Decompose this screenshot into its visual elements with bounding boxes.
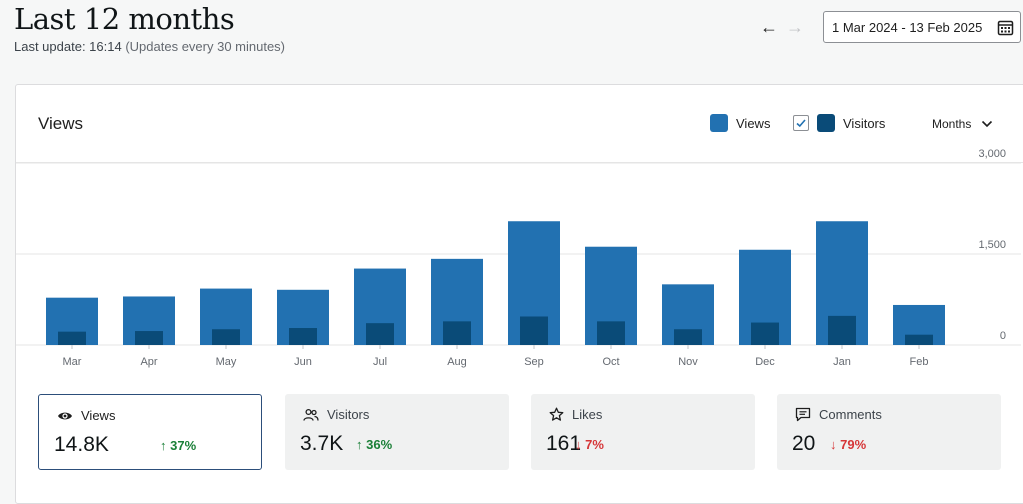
x-tick-label: Mar — [63, 356, 82, 368]
stat-label: Visitors — [327, 407, 370, 422]
visitors-bar-oct[interactable] — [597, 321, 625, 345]
x-tick-label: Oct — [602, 356, 619, 368]
legend-visitors-label: Visitors — [843, 115, 886, 131]
calendar-icon — [997, 20, 1014, 36]
update-interval-note: (Updates every 30 minutes) — [125, 39, 286, 54]
x-tick-label: Nov — [678, 356, 698, 368]
visitors-bar-dec[interactable] — [751, 322, 779, 345]
people-icon — [303, 408, 327, 422]
legend-views: Views — [710, 114, 770, 132]
stat-value: 20 — [792, 432, 816, 455]
x-tick-label: Sep — [524, 356, 544, 368]
next-period-arrow-icon[interactable]: → — [786, 17, 804, 37]
stat-value: 3.7K — [300, 432, 344, 455]
last-update-time: Last update: 16:14 — [14, 39, 122, 54]
stat-change: ↑ 37% — [160, 438, 197, 453]
visitors-bar-mar[interactable] — [58, 331, 86, 345]
visitors-bar-jan[interactable] — [828, 315, 856, 345]
previous-period-arrow-icon[interactable]: ← — [760, 17, 778, 37]
checkmark-icon — [796, 119, 806, 128]
visitors-checkbox[interactable] — [793, 115, 809, 131]
visitors-bar-aug[interactable] — [443, 321, 471, 345]
last-update: Last update: 16:14 (Updates every 30 min… — [14, 39, 285, 54]
legend-views-label: Views — [736, 115, 771, 131]
x-tick-label: Apr — [140, 356, 157, 368]
stat-label: Views — [81, 408, 116, 423]
date-range-picker[interactable]: 1 Mar 2024 - 13 Feb 2025 — [823, 11, 1021, 43]
stat-tile-visitors[interactable]: Visitors 3.7K ↑ 36% — [285, 394, 509, 470]
visitors-bar-apr[interactable] — [135, 331, 163, 345]
x-tick-label: Jan — [833, 356, 851, 368]
y-tick-label: 1,500 — [978, 239, 1006, 251]
y-tick-label: 0 — [1000, 330, 1006, 342]
views-bar-chart: 3,000 1,500 0 Mar Apr May Jun Jul Aug Sep Oct Nov De… — [16, 148, 1021, 368]
visitors-bar-jul[interactable] — [366, 323, 394, 345]
visitors-bar-may[interactable] — [212, 329, 240, 345]
x-tick-label: Dec — [755, 356, 775, 368]
period-select[interactable]: Months — [932, 117, 993, 131]
chart-card-title: Views — [38, 114, 84, 133]
x-tick-label: Jul — [373, 356, 387, 368]
stat-change: ↓ 7% — [575, 437, 604, 452]
date-range-label: 1 Mar 2024 - 13 Feb 2025 — [832, 19, 983, 35]
x-tick-label: Aug — [447, 356, 467, 368]
chevron-down-icon — [982, 120, 993, 128]
stat-value: 14.8K — [54, 433, 109, 456]
stat-change: ↓ 79% — [830, 437, 867, 452]
eye-icon — [57, 410, 81, 422]
visitors-bar-nov[interactable] — [674, 329, 702, 345]
stat-header: Likes — [549, 407, 602, 422]
star-icon — [549, 407, 572, 422]
stat-tile-views[interactable]: Views 14.8K ↑ 37% — [38, 394, 262, 470]
stat-header: Comments — [795, 407, 882, 422]
comment-icon — [795, 407, 819, 422]
x-tick-label: Feb — [910, 356, 929, 368]
stat-label: Likes — [572, 407, 603, 422]
x-tick-label: May — [216, 356, 237, 368]
period-select-value: Months — [932, 117, 972, 131]
visitors-bar-jun[interactable] — [289, 328, 317, 345]
visitors-bar-sep[interactable] — [520, 316, 548, 345]
stat-value: 161 — [546, 432, 582, 455]
y-tick-label: 3,000 — [978, 148, 1006, 160]
stat-tile-likes[interactable]: Likes 161 ↓ 7% — [531, 394, 755, 470]
page-title: Last 12 months — [14, 2, 235, 36]
stat-label: Comments — [819, 407, 882, 422]
legend-visitors[interactable]: Visitors — [793, 114, 885, 132]
visitors-color-swatch — [817, 114, 835, 132]
stat-change: ↑ 36% — [356, 437, 393, 452]
views-color-swatch — [710, 114, 728, 132]
stat-header: Views — [57, 408, 115, 423]
x-tick-label: Jun — [294, 356, 312, 368]
stat-tile-comments[interactable]: Comments 20 ↓ 79% — [777, 394, 1001, 470]
visitors-bar-feb[interactable] — [905, 334, 933, 345]
stat-header: Visitors — [303, 407, 369, 422]
